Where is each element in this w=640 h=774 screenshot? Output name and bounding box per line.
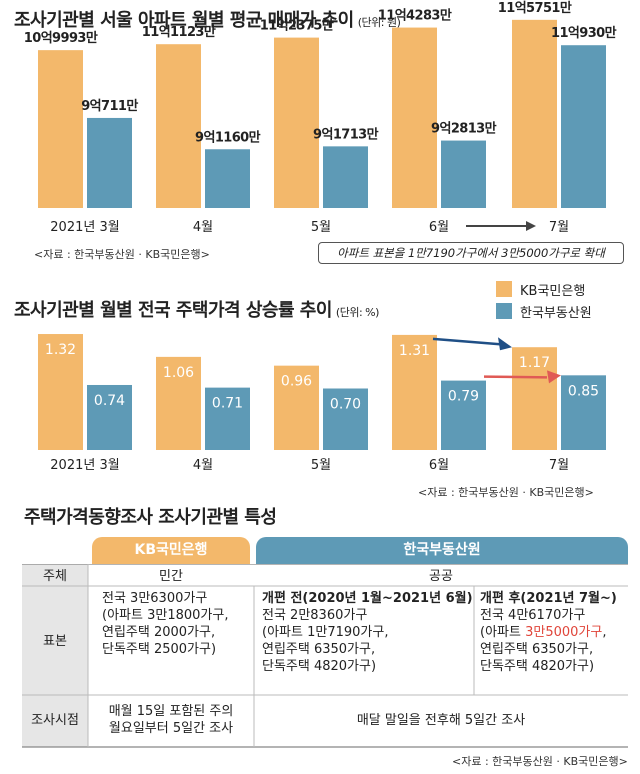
c2-arrow-blue-head [498, 337, 512, 351]
chart1-svg: 10억9993만 9억711만 2021년 3월 11억1123만 9억1160만 4월 1… [24, 0, 617, 235]
label-c2-kr-2: 0.70 [330, 397, 361, 413]
bar-c2-kb-4 [512, 347, 557, 450]
chart2-title: 조사기관별 월별 전국 주택가격 상승률 추이 (단위: %) [14, 300, 379, 321]
bar-c1-kb-3 [392, 27, 437, 209]
bar-c2-kb-0 [38, 334, 83, 450]
c2-arrow-blue-line [432, 337, 501, 346]
c2-category-0: 2021년 3월 [50, 458, 119, 473]
label-c2-kr-3: 0.79 [448, 389, 479, 405]
label-c2-kr-0: 0.74 [94, 393, 125, 409]
c2-category-1: 4월 [193, 458, 213, 473]
legend-label-kr: 한국부동산원 [520, 305, 592, 321]
bar-c2-kr-1 [205, 387, 250, 450]
bar-c2-kr-0 [87, 384, 132, 450]
label-c1-kr-1: 9억1160만 [195, 129, 261, 145]
chart1-source: <자료 : 한국부동산원 · KB국민은행> [34, 248, 210, 261]
bar-c2-kr-2 [323, 388, 368, 450]
bar-c1-kr-2 [323, 146, 368, 208]
label-c2-kr-1: 0.71 [212, 396, 243, 412]
bar-c2-kb-1 [156, 356, 201, 450]
kr-time: 매달 말일을 전후해 5일간 조사 [356, 713, 526, 728]
table-title: 주택가격동향조사 조사기관별 특성 [24, 507, 277, 528]
chart2-unit: (단위: %) [335, 306, 379, 319]
label-c1-kr-4: 11억930만 [551, 25, 617, 41]
bar-c2-kb-3 [392, 334, 437, 450]
label-c2-kb-3: 1.31 [399, 343, 430, 359]
kr-sample-before: 개편 전(2020년 1월~2021년 6월) 전국 2만8360가구 (아파트… [262, 591, 473, 674]
legend-item-kb: KB국민은행 [496, 278, 592, 300]
table-source: <자료 : 한국부동산원 · KB국민은행> [452, 755, 628, 768]
c2-category-3: 6월 [429, 458, 449, 473]
c2-arrow-red-head [547, 370, 561, 384]
bar-c1-kr-1 [205, 149, 250, 208]
bar-c2-kr-4 [561, 375, 606, 450]
label-c1-kb-3: 11억4283만 [378, 8, 452, 24]
legend-label-kb: KB국민은행 [520, 283, 586, 299]
label-c1-kb-1: 11억1123만 [142, 24, 216, 40]
table-header-kb: KB국민은행 [92, 537, 250, 564]
table-grid [22, 564, 628, 748]
bar-c1-kr-4 [561, 45, 606, 208]
kb-subject: 민간 [159, 569, 183, 584]
c2-arrow-red-line [483, 375, 548, 379]
bar-c2-kb-2 [274, 365, 319, 450]
legend: KB국민은행 한국부동산원 [496, 278, 592, 322]
label-c1-kr-0: 9억711만 [81, 98, 138, 114]
label-c1-kr-3: 9억2813만 [431, 121, 497, 137]
label-c2-kr-4: 0.85 [568, 383, 599, 399]
c1-category-4: 7월 [549, 220, 569, 235]
row-label-sample: 표본 [43, 634, 67, 649]
bar-c1-kb-1 [156, 44, 201, 209]
chart2-svg: 1.32 0.74 2021년 3월 1.06 0.71 4월 0.96 0.70 5월 1.31… [38, 334, 606, 473]
sample-expansion-note: 아파트 표본을 1만7190가구에서 3만5000가구로 확대 [318, 242, 624, 264]
highlight-35000: 3만5000가구 [525, 625, 603, 640]
row-label-time: 조사시점 [31, 713, 79, 728]
label-c2-kb-1: 1.06 [163, 365, 194, 381]
c1-arrow-head [526, 221, 536, 231]
table-header-kr: 한국부동산원 [256, 537, 628, 564]
bar-c1-kb-4 [512, 19, 557, 209]
c1-category-2: 5월 [311, 220, 331, 235]
chart1-unit: (단위: 원) [357, 16, 401, 29]
c1-category-1: 4월 [193, 220, 213, 235]
label-c1-kb-2: 11억2375만 [260, 18, 334, 34]
legend-swatch-kb [496, 281, 512, 297]
c2-category-2: 5월 [311, 458, 331, 473]
label-c1-kr-2: 9억1713만 [313, 126, 379, 142]
kb-time: 매월 15일 포함된 주의 월요일부터 5일간 조사 [108, 704, 234, 736]
bar-c1-kb-2 [274, 37, 319, 209]
legend-swatch-kr [496, 303, 512, 319]
c1-category-0: 2021년 3월 [50, 220, 119, 235]
label-c1-kb-4: 11억5751만 [498, 0, 572, 16]
label-c2-kb-0: 1.32 [45, 342, 76, 358]
bar-c1-kr-3 [441, 140, 486, 208]
kr-sample-after: 개편 후(2021년 7월~) 전국 4만6170가구 (아파트 3만5000가… [480, 591, 617, 674]
c2-category-4: 7월 [549, 458, 569, 473]
row-label-subject: 주체 [43, 569, 67, 584]
kr-subject: 공공 [429, 569, 453, 584]
kb-sample: 전국 3만6300가구 (아파트 3만1800가구, 연립주택 2000가구, … [102, 591, 229, 657]
legend-item-kr: 한국부동산원 [496, 300, 592, 322]
bar-c1-kr-0 [87, 117, 132, 208]
chart1-title: 조사기관별 서울 아파트 월별 평균 매매가 추이 (단위: 원) [14, 10, 401, 31]
c1-category-3: 6월 [429, 220, 449, 235]
label-c2-kb-2: 0.96 [281, 374, 312, 390]
label-c1-kb-0: 10억9993만 [24, 30, 98, 46]
bar-c1-kb-0 [38, 50, 83, 208]
label-c2-kb-4: 1.17 [519, 355, 550, 371]
chart2-source: <자료 : 한국부동산원 · KB국민은행> [418, 486, 594, 499]
bar-c2-kr-3 [441, 380, 486, 450]
